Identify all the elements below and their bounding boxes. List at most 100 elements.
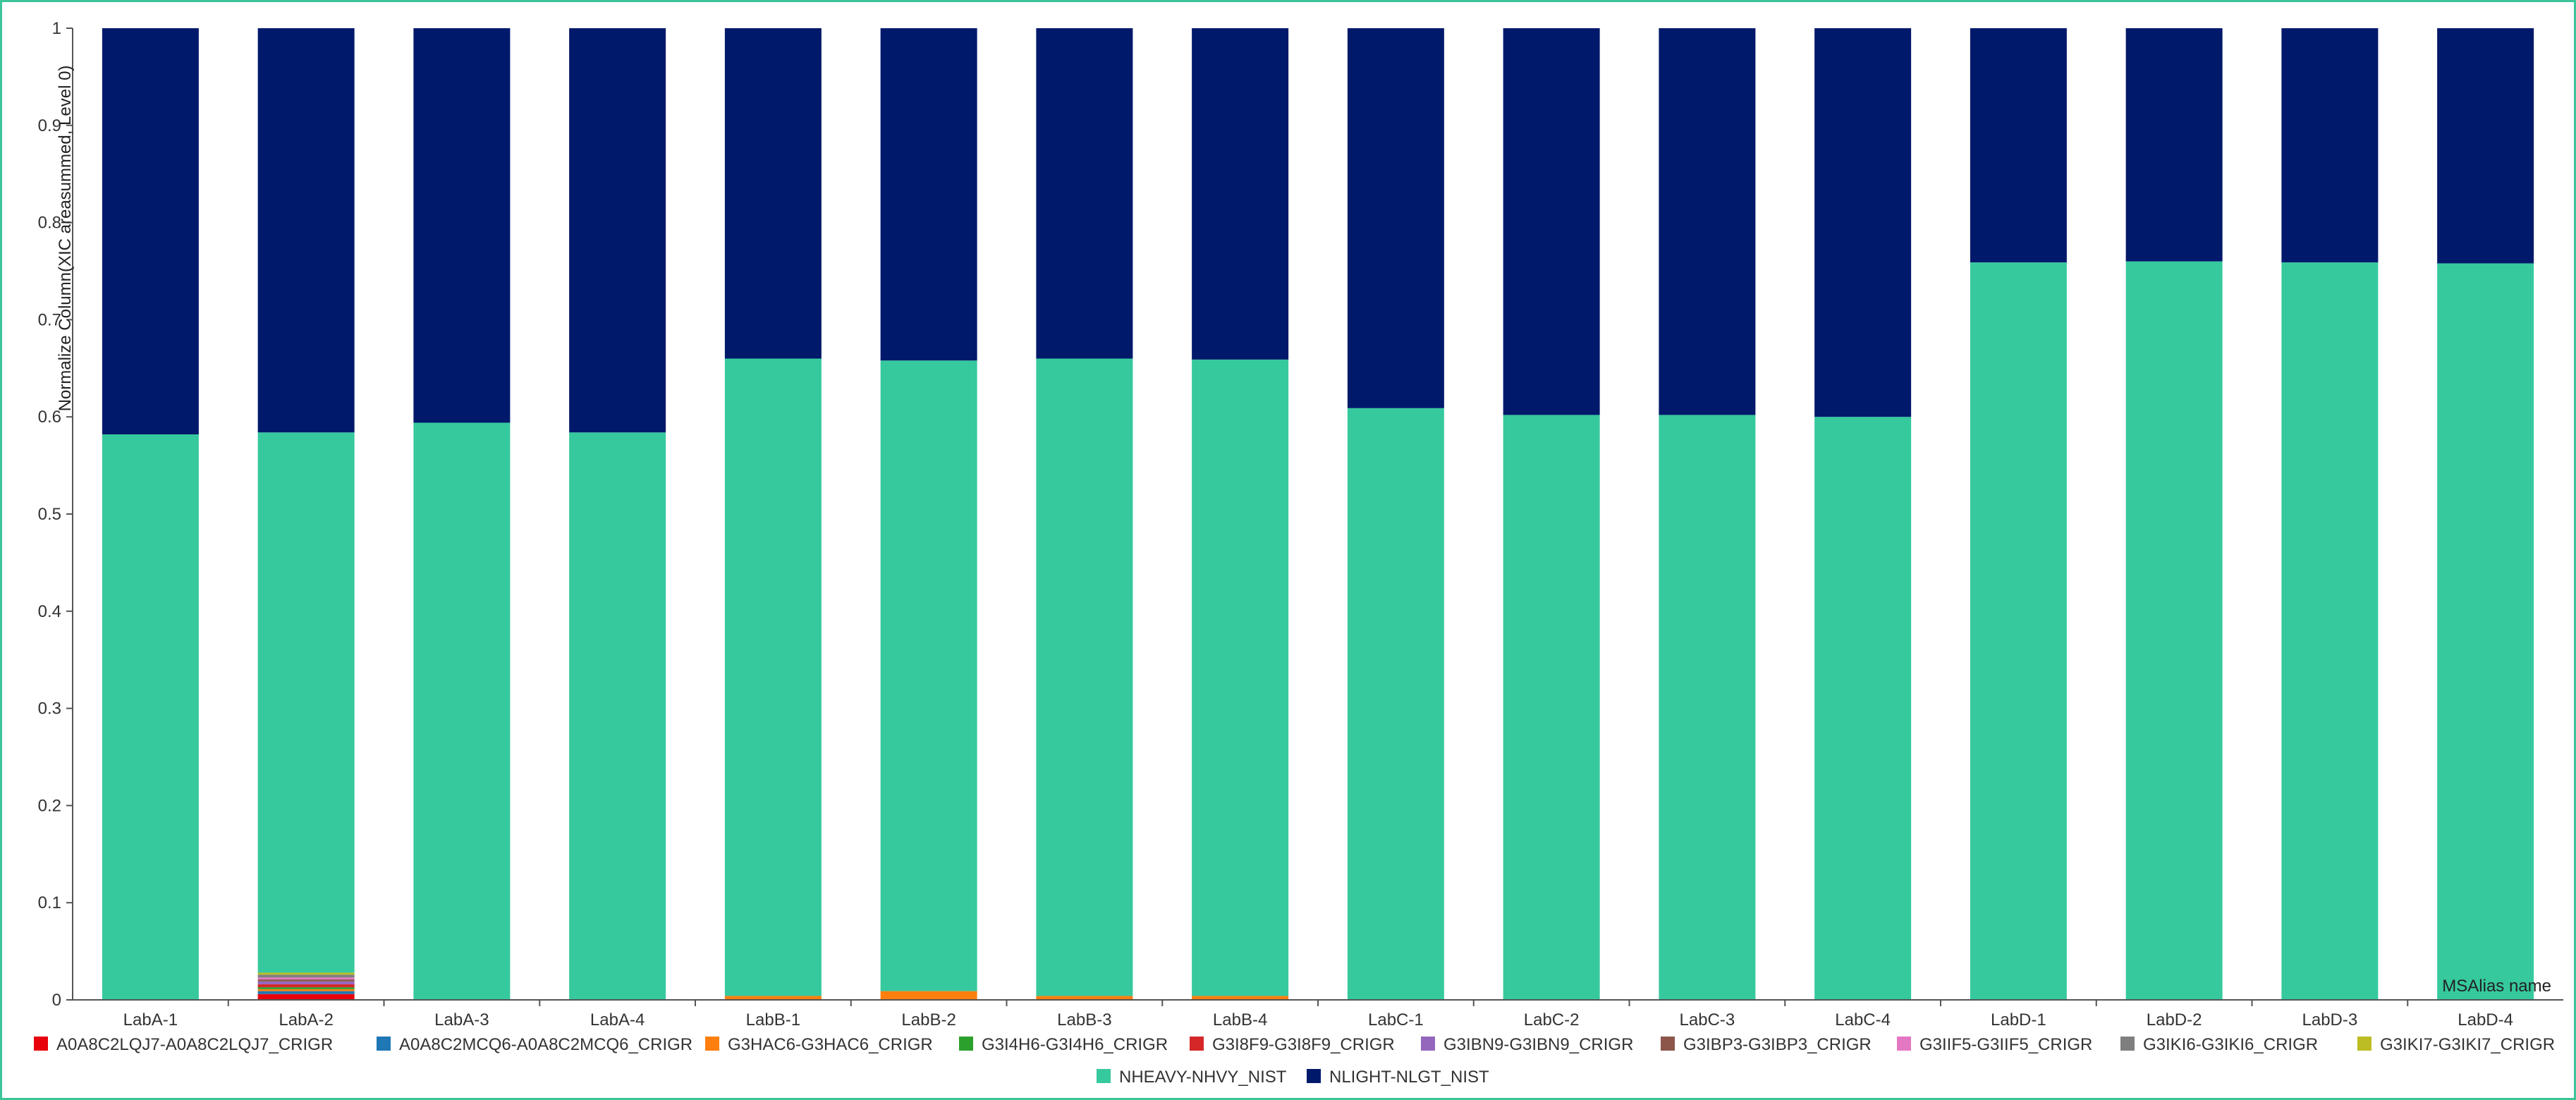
x-tick-label: LabA-3: [434, 1010, 489, 1029]
legend-swatch: [1307, 1069, 1321, 1083]
y-tick-label: 1: [52, 19, 61, 38]
y-tick-label: 0: [52, 991, 61, 1010]
bar-group-labd-3: [2281, 28, 2379, 1001]
bar-segment[interactable]: [257, 28, 355, 433]
legend-label: G3I8F9-G3I8F9_CRIGR: [1212, 1035, 1395, 1054]
x-tick-label: LabA-1: [123, 1010, 178, 1029]
bar-segment[interactable]: [1192, 996, 1289, 1000]
legend-label: G3IBN9-G3IBN9_CRIGR: [1443, 1035, 1633, 1054]
legend-item[interactable]: A0A8C2LQJ7-A0A8C2LQJ7_CRIGR: [34, 1035, 333, 1054]
bar-segment[interactable]: [102, 28, 199, 434]
bar-segment[interactable]: [1036, 358, 1133, 996]
legend-swatch: [377, 1037, 391, 1051]
bar-group-labb-1: [724, 28, 822, 1000]
bar-segment[interactable]: [2125, 261, 2223, 1001]
y-tick-label: 0.5: [38, 505, 61, 524]
bar-segment[interactable]: [724, 996, 822, 1000]
x-tick-label: LabB-3: [1057, 1010, 1111, 1029]
legend-label: G3HAC6-G3HAC6_CRIGR: [728, 1035, 933, 1054]
bar-segment[interactable]: [2281, 262, 2379, 1001]
bar-segment[interactable]: [1192, 28, 1289, 360]
bar-segment[interactable]: [2437, 263, 2534, 1001]
bar-group-laba-1: [102, 28, 199, 1000]
legend-label: G3IKI6-G3IKI6_CRIGR: [2143, 1035, 2318, 1054]
bar-segment[interactable]: [1970, 28, 2067, 263]
bar-segment[interactable]: [880, 991, 977, 1000]
x-tick-label: LabD-3: [2302, 1010, 2358, 1029]
legend-item[interactable]: NLIGHT-NLGT_NIST: [1307, 1068, 1489, 1087]
bar-group-labb-2: [880, 28, 977, 1000]
bar-segment[interactable]: [2281, 28, 2379, 263]
bar-segment[interactable]: [1347, 408, 1444, 1000]
bar-segment[interactable]: [257, 994, 355, 1000]
legend-swatch: [1097, 1069, 1111, 1083]
bar-segment[interactable]: [257, 989, 355, 991]
legend-item[interactable]: G3IKI6-G3IKI6_CRIGR: [2120, 1035, 2318, 1054]
bar-segment[interactable]: [1814, 417, 1912, 1000]
bar-segment[interactable]: [569, 432, 666, 1000]
bar-segment[interactable]: [257, 984, 355, 988]
bar-segment[interactable]: [724, 358, 822, 996]
bar-segment[interactable]: [102, 434, 199, 1000]
legend-item[interactable]: G3IIF5-G3IIF5_CRIGR: [1897, 1035, 2092, 1054]
legend-item[interactable]: G3IBP3-G3IBP3_CRIGR: [1661, 1035, 1872, 1054]
bar-segment[interactable]: [257, 979, 355, 982]
bar-segment[interactable]: [1192, 359, 1289, 996]
bar-segment[interactable]: [257, 977, 355, 980]
legend-item[interactable]: G3HAC6-G3HAC6_CRIGR: [705, 1035, 933, 1054]
bar-segment[interactable]: [1503, 28, 1600, 415]
bar-group-laba-3: [413, 28, 511, 1000]
legend-swatch: [1190, 1037, 1204, 1051]
legend-label: NLIGHT-NLGT_NIST: [1329, 1068, 1489, 1087]
bar-segment[interactable]: [257, 972, 355, 975]
x-tick-label: LabA-4: [590, 1010, 645, 1029]
bar-segment[interactable]: [413, 422, 511, 1000]
bar-segment[interactable]: [2437, 28, 2534, 264]
bar-segment[interactable]: [1659, 28, 1756, 415]
y-axis-title: Normalize Column(XIC areasummed, Level 0…: [56, 66, 75, 412]
bar-segment[interactable]: [1036, 996, 1133, 1000]
bar-segment[interactable]: [257, 987, 355, 989]
legend-item[interactable]: NHEAVY-NHVY_NIST: [1097, 1068, 1287, 1087]
bar-segment[interactable]: [257, 432, 355, 973]
bar-group-labc-3: [1659, 28, 1756, 1000]
bar-segment[interactable]: [1970, 262, 2067, 1001]
bar-segment[interactable]: [257, 981, 355, 984]
bar-group-labb-4: [1192, 28, 1289, 1000]
legend-swatch: [1897, 1037, 1911, 1051]
x-ticks: LabA-1 LabA-2 LabA-3 LabA-4 LabB-1 LabB-2 LabB…: [123, 1000, 2513, 1029]
x-tick-label: LabB-1: [746, 1010, 800, 1029]
bar-segment[interactable]: [257, 991, 355, 994]
x-tick-label: LabC-3: [1680, 1010, 1735, 1029]
bar-segment[interactable]: [1503, 415, 1600, 1000]
legend-item[interactable]: A0A8C2MCQ6-A0A8C2MCQ6_CRIGR: [377, 1035, 692, 1054]
legend-item[interactable]: G3IBN9-G3IBN9_CRIGR: [1421, 1035, 1633, 1054]
y-tick-label: 0.9: [38, 116, 61, 135]
x-axis-title: MSAlias name: [2442, 977, 2551, 996]
legend-label: G3IKI7-G3IKI7_CRIGR: [2380, 1035, 2555, 1054]
y-tick-label: 0.6: [38, 408, 61, 427]
y-tick-label: 0.8: [38, 214, 61, 233]
legend-swatch: [2120, 1037, 2135, 1051]
bar-segment[interactable]: [880, 360, 977, 991]
bar-segment[interactable]: [569, 28, 666, 433]
bar-segment[interactable]: [1659, 415, 1756, 1000]
y-tick-label: 0.3: [38, 699, 61, 719]
legend-item[interactable]: G3I4H6-G3I4H6_CRIGR: [959, 1035, 1168, 1054]
legend-item[interactable]: G3I8F9-G3I8F9_CRIGR: [1190, 1035, 1395, 1054]
bar-segment[interactable]: [413, 28, 511, 423]
x-tick-label: LabA-2: [279, 1010, 333, 1029]
bar-group-labb-3: [1036, 28, 1133, 1000]
legend-swatch: [705, 1037, 719, 1051]
legend-label: A0A8C2LQJ7-A0A8C2LQJ7_CRIGR: [56, 1035, 333, 1054]
bar-group-labd-1: [1970, 28, 2067, 1001]
x-tick-label: LabB-2: [901, 1010, 956, 1029]
bar-segment[interactable]: [880, 28, 977, 361]
bar-segment[interactable]: [1347, 28, 1444, 408]
bar-segment[interactable]: [1814, 28, 1912, 417]
legend-item[interactable]: G3IKI7-G3IKI7_CRIGR: [2357, 1035, 2555, 1054]
bar-segment[interactable]: [1036, 28, 1133, 359]
bar-segment[interactable]: [257, 974, 355, 978]
bar-segment[interactable]: [2125, 28, 2223, 262]
bar-segment[interactable]: [724, 28, 822, 359]
